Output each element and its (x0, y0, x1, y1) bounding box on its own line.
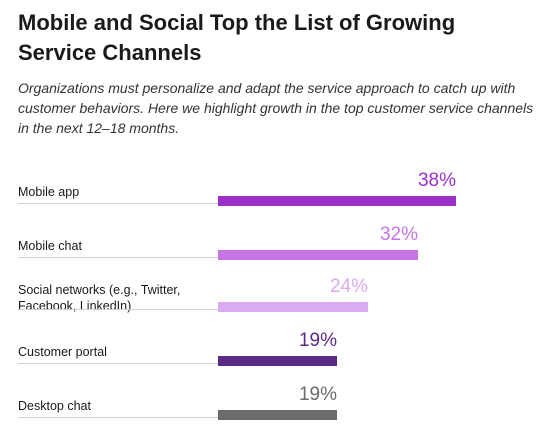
chart-title: Mobile and Social Top the List of Growin… (18, 10, 456, 65)
bar-value-label: 38% (417, 170, 456, 191)
bar-category-label-line: Mobile chat (18, 239, 82, 253)
bar-category-label: Mobile app (18, 184, 213, 200)
bar-row: Desktop chat 19% (18, 382, 538, 422)
bar-category-label: Customer portal (18, 344, 213, 360)
bar (218, 410, 337, 420)
bar-category-label: Mobile chat (18, 238, 213, 254)
bar-category-label-line: Facebook, LinkedIn) (18, 299, 132, 313)
chart-subtitle: Organizations must personalize and adapt… (18, 80, 534, 136)
bar-category-label-line: Social networks (e.g., Twitter, (18, 283, 181, 297)
bar (218, 196, 456, 206)
row-divider (18, 257, 218, 258)
row-divider (18, 417, 218, 418)
bar-value-label: 32% (379, 224, 418, 245)
bar-row: Customer portal 19% (18, 328, 538, 368)
bar-row: Mobile app 38% (18, 168, 538, 208)
row-divider (18, 363, 218, 364)
bar-value-label: 24% (329, 276, 368, 297)
bar-value-label: 19% (298, 384, 337, 405)
bar (218, 302, 368, 312)
row-divider (18, 309, 218, 310)
bar-value-label: 19% (298, 330, 337, 351)
bar (218, 356, 337, 366)
row-divider (18, 203, 218, 204)
bar-category-label: Desktop chat (18, 398, 213, 414)
bar-row: Mobile chat 32% (18, 222, 538, 262)
bar-row: Social networks (e.g., Twitter, Facebook,… (18, 274, 538, 314)
bar (218, 250, 418, 260)
bar-category-label-line: Customer portal (18, 345, 107, 359)
bar-category-label-line: Desktop chat (18, 399, 91, 413)
bar-category-label-line: Mobile app (18, 185, 80, 199)
